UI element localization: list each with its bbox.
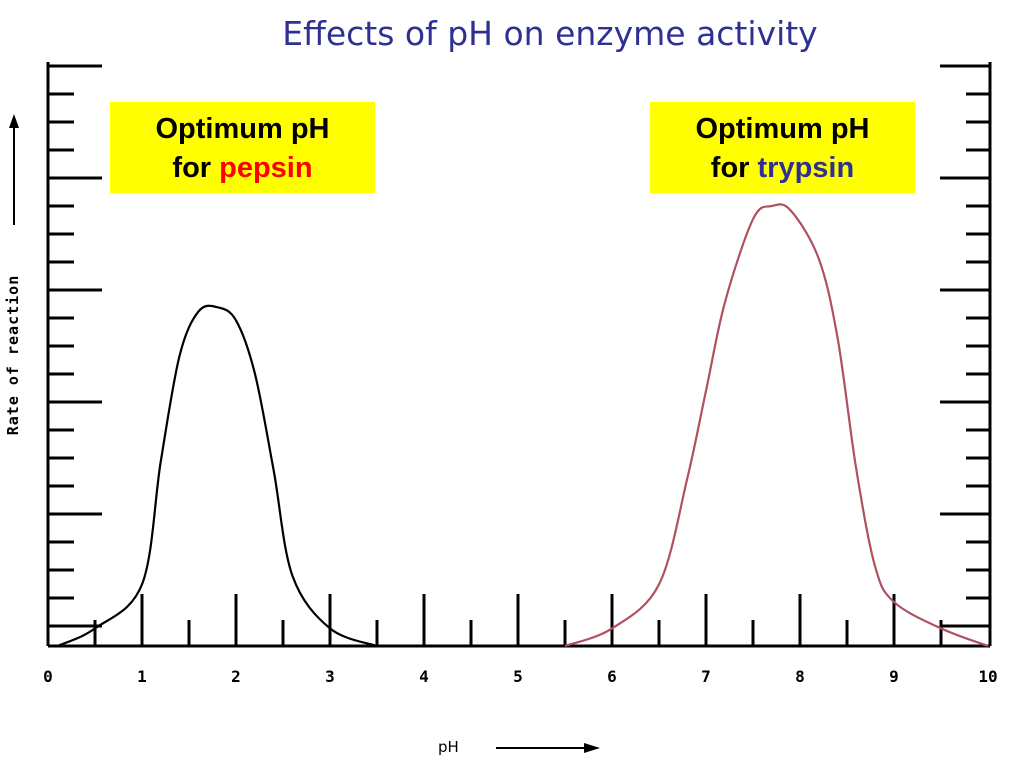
x-tick-label: 8 [795, 667, 805, 686]
x-tick-label: 1 [137, 667, 147, 686]
y-axis-arrow-head [9, 114, 19, 128]
y-axis-label: Rate of reaction [4, 274, 22, 436]
x-axis-tick-labels: 0 1 2 3 4 5 6 7 8 9 10 [43, 667, 997, 686]
x-tick-label: 7 [701, 667, 711, 686]
callout-pepsin-line2: for pepsin [110, 149, 375, 188]
chart-title: Effects of pH on enzyme activity [282, 14, 818, 53]
x-axis-label: pH [438, 738, 459, 756]
x-tick-label: 0 [43, 667, 53, 686]
callout-trypsin-highlight: trypsin [757, 152, 855, 184]
callout-optimum-trypsin: Optimum pH for trypsin [650, 102, 915, 193]
x-axis-arrow-head [584, 743, 600, 753]
x-axis-ticks [93, 594, 943, 646]
x-tick-label: 6 [607, 667, 617, 686]
callout-pepsin-highlight: pepsin [219, 152, 313, 184]
left-axis-ticks [48, 64, 102, 628]
x-tick-label: 3 [325, 667, 335, 686]
callout-optimum-pepsin: Optimum pH for pepsin [110, 102, 375, 193]
x-tick-label: 2 [231, 667, 241, 686]
series-line-pepsin [56, 304, 378, 648]
x-tick-label: 9 [889, 667, 899, 686]
callout-trypsin-line2: for trypsin [650, 149, 915, 188]
x-tick-label: 5 [513, 667, 523, 686]
right-axis-ticks [940, 64, 990, 628]
series-line-trypsin [564, 203, 989, 648]
callout-pepsin-line1: Optimum pH [155, 113, 330, 145]
x-tick-label: 4 [419, 667, 429, 686]
callout-trypsin-prefix: for [710, 152, 758, 184]
callout-pepsin-prefix: for [172, 152, 220, 184]
series-layer [56, 203, 989, 648]
x-tick-label: 10 [978, 667, 997, 686]
callout-trypsin-line1: Optimum pH [695, 113, 870, 145]
